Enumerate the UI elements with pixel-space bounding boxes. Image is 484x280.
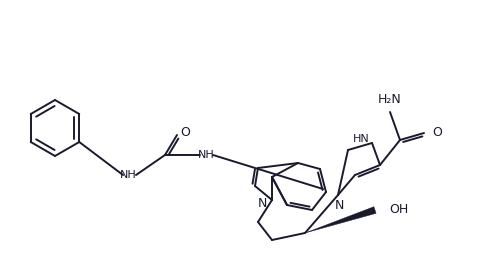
Text: NH: NH — [120, 170, 136, 180]
Text: O: O — [180, 127, 190, 139]
Text: HN: HN — [352, 134, 369, 144]
Text: OH: OH — [388, 204, 408, 216]
Text: H₂N: H₂N — [378, 93, 401, 106]
Text: O: O — [431, 127, 441, 139]
Text: NH: NH — [197, 150, 214, 160]
Text: N: N — [333, 199, 343, 212]
Text: N: N — [257, 197, 267, 211]
Polygon shape — [304, 207, 375, 233]
